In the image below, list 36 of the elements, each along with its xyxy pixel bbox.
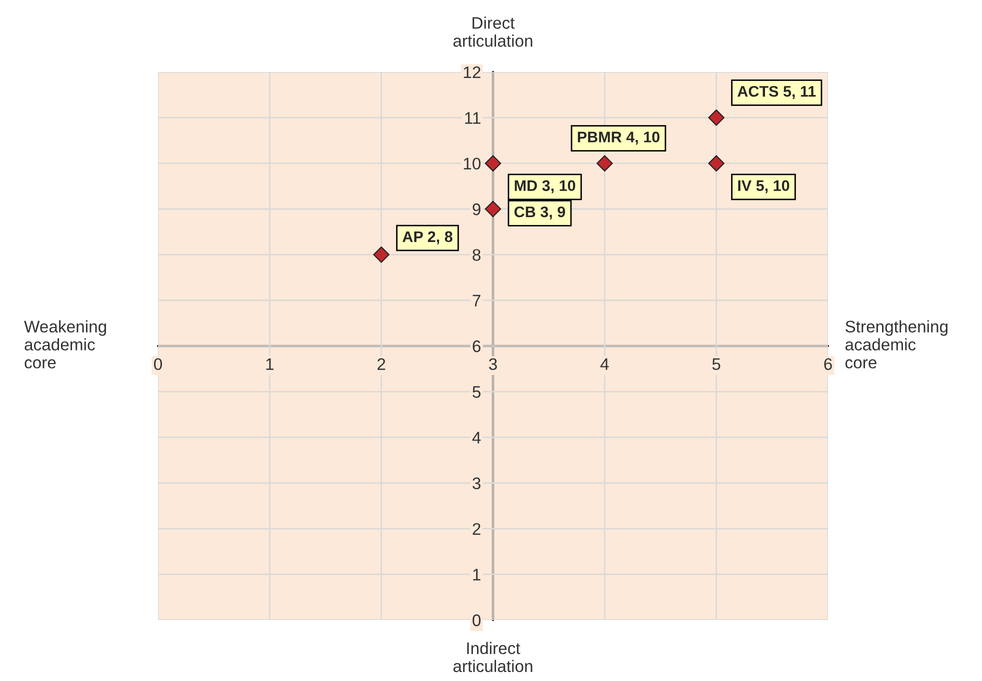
x-tick-label: 3 [489,358,497,370]
point [708,155,724,172]
text: Direct articulation [453,16,532,47]
y-tick-label: 8 [472,249,480,261]
x-tick-label: 6 [824,358,832,370]
text: Weakening academic core [24,320,106,368]
y-tick-label: 4 [472,432,481,444]
x-tick-label: 2 [378,358,386,370]
point [708,110,724,126]
point [484,200,502,218]
x-tick-label: 5 [712,358,720,370]
x-tick-label: 0 [154,358,162,370]
data-label: MD 3, 10 [514,180,576,194]
text: Strengthening academic core [845,320,948,368]
y-tick-label: 9 [472,203,480,216]
text: Indirect articulation [453,642,532,672]
y-tick-label: 5 [472,386,480,398]
data-label: AP 2, 8 [402,231,452,244]
y-tick-label: 3 [472,477,480,490]
point [596,155,613,172]
point [484,155,502,172]
y-tick-label: 12 [464,66,480,78]
data-label: IV 5, 10 [738,180,790,194]
data-label: CB 3, 9 [514,206,566,220]
y-tick-label: 2 [472,523,480,535]
x-tick-label: 4 [600,358,609,370]
y-tick-label: 0 [472,614,481,626]
y-tick-label: 10 [464,158,481,170]
x-tick-label: 1 [266,358,274,370]
y-tick-label: 7 [472,294,480,306]
y-tick-label: 6 [472,340,480,352]
y-tick-label: 11 [465,112,480,124]
point [373,246,390,263]
data-label: PBMR 4, 10 [578,132,660,145]
y-tick-label: 1 [473,568,480,580]
data-label: ACTS 5, 11 [738,86,816,99]
